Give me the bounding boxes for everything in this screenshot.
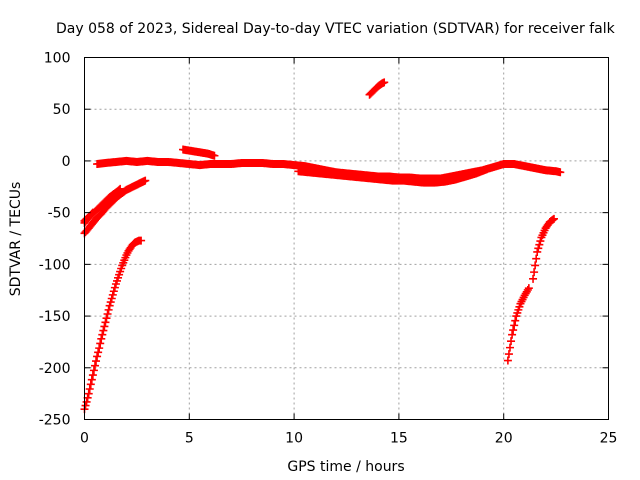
x-tick-label: 10 — [285, 431, 303, 447]
grid-lines — [84, 57, 609, 420]
y-tick-label: -200 — [39, 361, 71, 377]
series-11 — [499, 160, 565, 177]
x-tick-label: 20 — [495, 431, 513, 447]
x-tick-label: 15 — [390, 431, 408, 447]
y-tick-label: 100 — [44, 51, 71, 67]
y-tick-label: 50 — [53, 102, 71, 118]
x-tick-label: 0 — [80, 431, 89, 447]
axis-ticks: 0 5 10 15 20 25 100 50 0 -50 -100 -150 -200 -250 — [39, 51, 618, 447]
x-axis-label: GPS time / hours — [287, 459, 404, 475]
data-point-markers — [80, 236, 146, 414]
chart-title: Day 058 of 2023, Sidereal Day-to-day VTE… — [56, 21, 616, 37]
data-point-markers — [503, 284, 533, 365]
series-1 — [80, 236, 146, 414]
x-tick-label: 5 — [185, 431, 194, 447]
y-tick-label: -150 — [39, 309, 71, 325]
data-point-markers — [365, 78, 389, 99]
series-7 — [179, 145, 219, 160]
series-2 — [80, 176, 150, 238]
y-tick-label: -50 — [48, 206, 71, 222]
data-point-markers — [529, 214, 559, 283]
y-tick-label: 0 — [62, 154, 71, 170]
series-10 — [529, 214, 559, 283]
data-point-markers — [499, 160, 565, 177]
data-point-markers — [80, 176, 150, 238]
x-tick-label: 25 — [600, 431, 618, 447]
series-9 — [503, 284, 533, 365]
y-tick-label: -250 — [39, 413, 71, 429]
y-tick-label: -100 — [39, 257, 71, 273]
y-axis-label: SDTVAR / TECUs — [8, 182, 24, 297]
series-8 — [365, 78, 389, 99]
series-6 — [294, 165, 491, 187]
plot-frame — [84, 57, 609, 420]
data-point-markers — [179, 145, 219, 160]
data-points — [80, 78, 565, 414]
